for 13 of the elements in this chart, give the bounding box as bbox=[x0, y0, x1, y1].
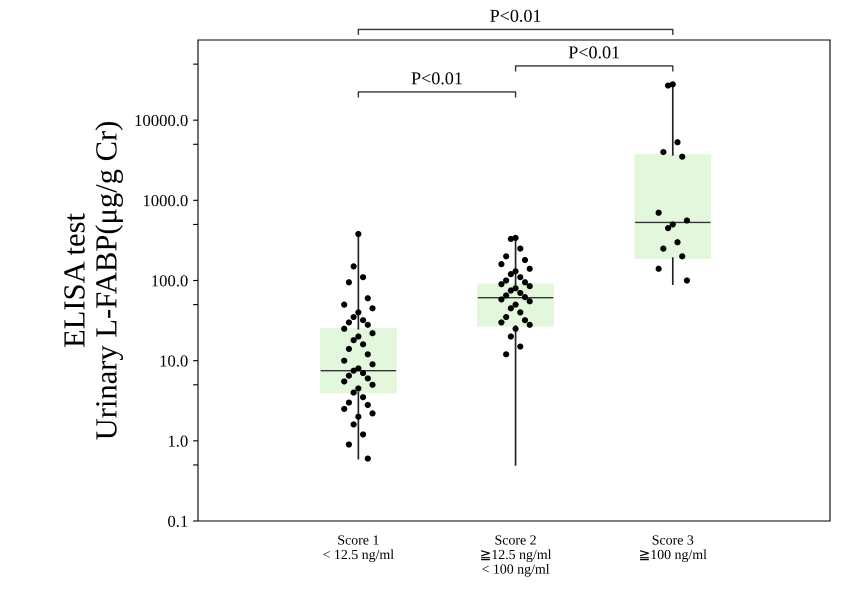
y-axis-title: ELISA test Urinary L-FABP(μg/g Cr) bbox=[64, 122, 123, 440]
y-tick-label: 1.0 bbox=[168, 436, 188, 447]
text: P<0.01 bbox=[490, 10, 540, 22]
y-tick-label: 1000.0 bbox=[144, 195, 188, 206]
x-tick-label: Score 1 < 12.5 ng/ml bbox=[323, 535, 394, 562]
y-tick-label: 10.0 bbox=[160, 355, 188, 367]
x-tick-label: Score 3 ≧100 ng/ml bbox=[640, 535, 707, 562]
annotation: P<0.01 bbox=[568, 46, 620, 59]
annotation: P<0.01 bbox=[412, 72, 462, 85]
y-tick-label: 100.0 bbox=[152, 275, 188, 287]
x-tick-label: Score 2 ≧12.5 ng/ml < 100 ng/ml bbox=[481, 535, 552, 577]
y-tick-label: 10000.0 bbox=[136, 114, 188, 126]
y-tick-label: 0.1 bbox=[168, 516, 188, 528]
